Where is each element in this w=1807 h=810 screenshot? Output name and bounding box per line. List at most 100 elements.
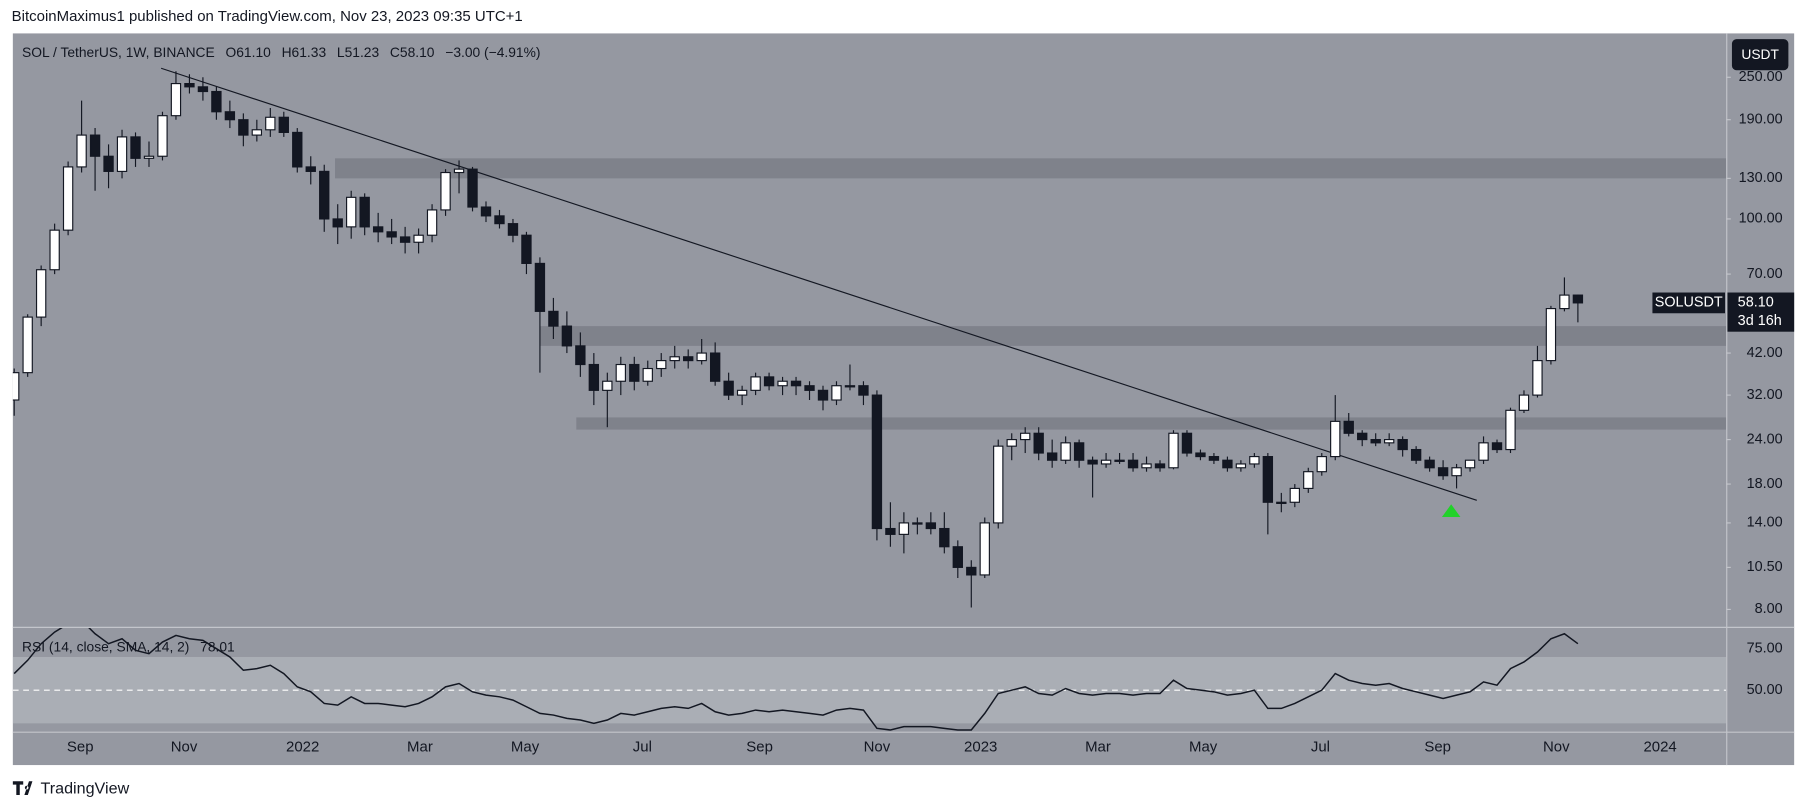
candle-body <box>1572 294 1584 304</box>
candle-body <box>979 522 990 576</box>
candle-body <box>116 136 128 172</box>
symbol-tag-label: SOLUSDT <box>1655 295 1723 311</box>
candle-body <box>346 196 357 228</box>
brand-logo <box>12 781 33 796</box>
y-tick-label: 14.00 <box>1747 515 1783 531</box>
candle-body <box>305 166 316 172</box>
currency-button[interactable] <box>1731 39 1789 71</box>
candle-body <box>521 234 532 264</box>
candle-body <box>238 119 249 136</box>
y-tick-label: 250.00 <box>1739 69 1783 85</box>
candle-body <box>1451 467 1462 477</box>
candle-body <box>1397 439 1408 451</box>
candle-body <box>898 522 910 535</box>
y-tick-label: 24.00 <box>1747 431 1783 447</box>
candle-body <box>265 116 276 131</box>
candle-body <box>1357 432 1368 441</box>
candle-body <box>683 356 694 362</box>
candle-body <box>1316 456 1327 473</box>
resistance-zone <box>335 158 1727 179</box>
candle-body <box>1330 420 1341 458</box>
candle-body <box>1559 294 1570 310</box>
candle-body <box>76 134 87 168</box>
axis-layer: Sep Nov 2022 Mar May Jul Sep Nov 2023 Mar May Jul Se… <box>67 69 1795 756</box>
candle-body <box>736 389 748 396</box>
candle-body <box>157 115 168 157</box>
candle-body <box>1410 448 1422 461</box>
candle-body <box>925 522 937 530</box>
candle-body <box>426 209 438 236</box>
candle-body <box>143 155 155 159</box>
candle-body <box>1505 409 1516 451</box>
candle-body <box>1020 432 1031 441</box>
x-tick-label: Jul <box>633 739 652 756</box>
candle-body <box>1114 459 1125 462</box>
candle-body <box>1545 308 1557 362</box>
trendline <box>160 67 1477 501</box>
x-tick-label: May <box>511 739 540 756</box>
x-tick-label: Mar <box>407 739 433 756</box>
candle-body <box>602 380 613 391</box>
candle-body <box>858 385 869 396</box>
candle-body <box>184 83 195 88</box>
rsi-tick-label: 50.00 <box>1747 682 1783 698</box>
candle-body <box>966 566 977 576</box>
y-tick-label: 8.00 <box>1755 601 1783 617</box>
candle-body <box>1262 456 1274 503</box>
candle-body <box>912 522 923 525</box>
candle-body <box>453 168 465 174</box>
candle-body <box>480 206 492 217</box>
x-tick-label: 2023 <box>964 739 997 756</box>
candle-body <box>467 168 478 208</box>
candle-body <box>548 310 559 327</box>
currency-label[interactable]: USDT <box>1741 46 1779 62</box>
candle-body <box>1060 442 1071 461</box>
ohlc-key: H <box>282 44 292 60</box>
signal-marker <box>1441 504 1461 517</box>
y-tick-label: 42.00 <box>1747 345 1783 361</box>
candle-body <box>709 352 721 382</box>
candle-body <box>1383 439 1395 444</box>
x-tick-label: Nov <box>1543 739 1570 756</box>
change: −3.00 (−4.91%) <box>445 44 540 60</box>
candle-body <box>1168 432 1179 469</box>
symbol-title: SOL / TetherUS, 1W, BINANCE <box>22 44 215 60</box>
candle-body <box>35 269 47 318</box>
candle-body <box>332 218 343 228</box>
rsi-pane <box>12 627 1727 731</box>
price-pane <box>12 67 1727 608</box>
y-tick-label: 190.00 <box>1739 111 1783 127</box>
candle-body <box>790 380 802 387</box>
candle-body <box>197 86 209 93</box>
candle-body <box>1154 463 1166 469</box>
x-tick-label: Sep <box>1424 739 1451 756</box>
rsi-line <box>13 627 1579 731</box>
candle-body <box>777 380 788 387</box>
candle-body <box>1195 452 1206 458</box>
candle-body <box>1208 456 1220 461</box>
candle-body <box>1518 394 1530 411</box>
candle-body <box>211 90 222 113</box>
y-tick-label: 130.00 <box>1739 170 1783 186</box>
candle-body <box>656 360 667 370</box>
frame <box>12 33 1795 766</box>
brand-name: TradingView <box>40 780 129 798</box>
candle-body <box>399 236 411 243</box>
candle-body <box>12 372 20 401</box>
candle-body <box>386 231 397 238</box>
candle-body <box>251 129 263 136</box>
candle-body <box>224 111 236 121</box>
candle-body <box>763 376 775 387</box>
y-tick-label: 32.00 <box>1747 387 1783 403</box>
ohlc-value: 51.23 <box>345 44 380 60</box>
candle-body <box>615 363 626 382</box>
candle-body <box>575 345 586 366</box>
candle-body <box>278 116 289 133</box>
candle-body <box>993 445 1004 524</box>
candle-body <box>1127 459 1139 469</box>
resistance-zone <box>576 417 1727 430</box>
y-tick-label: 10.50 <box>1747 559 1783 575</box>
candle-body <box>939 527 950 548</box>
x-tick-label: 2022 <box>286 739 319 756</box>
ohlc-key: L <box>337 44 345 60</box>
